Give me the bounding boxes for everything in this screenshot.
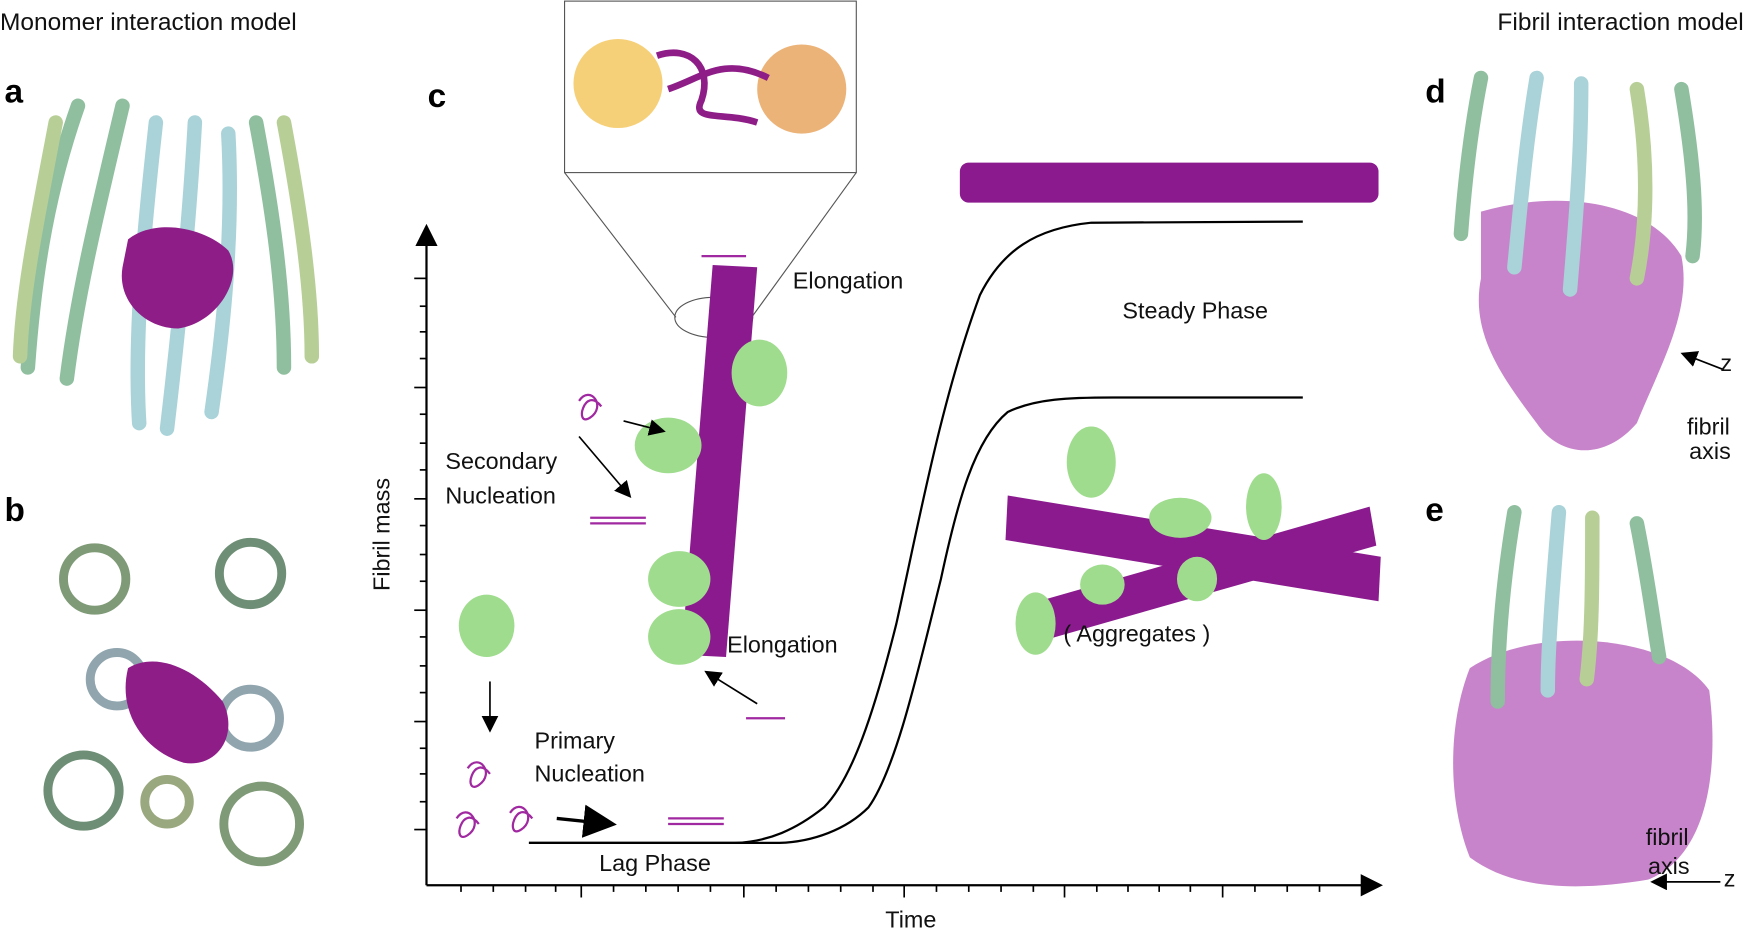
protein-structure (43, 537, 305, 867)
axis-label: axis (1648, 853, 1690, 879)
axis-label: z (1724, 865, 1736, 891)
inset-structure (573, 38, 847, 134)
aggregate (1005, 426, 1381, 655)
annotation: Steady Phase (1122, 297, 1268, 323)
annotation: Secondary (445, 448, 557, 474)
curve (528, 396, 1303, 845)
panel-label: c (428, 78, 447, 115)
protein-structure (1453, 504, 1713, 887)
arrow (481, 419, 758, 838)
monomer (455, 254, 786, 839)
bound-protein (458, 339, 788, 665)
annotation: Primary (534, 727, 615, 753)
axis-label: fibril (1646, 824, 1689, 850)
fibril (959, 162, 1379, 203)
protein-structure (1453, 70, 1702, 451)
axis-label: fibril (1687, 413, 1730, 439)
annotation: Elongation (727, 632, 837, 658)
panel-label: e (1425, 492, 1444, 529)
axis-label: axis (1689, 438, 1731, 464)
annotation: Nucleation (534, 761, 644, 787)
plot-axes (414, 223, 1383, 898)
protein-structure (12, 98, 320, 436)
panel-label: d (1425, 73, 1445, 110)
annotation: Lag Phase (599, 850, 711, 876)
right-title: Fibril interaction model (1497, 9, 1743, 36)
axis-label: z (1720, 350, 1732, 376)
annotation: Nucleation (445, 482, 555, 508)
y-axis-label: Fibril mass (369, 478, 395, 591)
curve (528, 220, 1303, 845)
annotation: ( Aggregates ) (1063, 620, 1210, 646)
left-title: Monomer interaction model (0, 9, 297, 36)
panel-label: b (4, 492, 24, 529)
panel-label: a (4, 73, 23, 110)
annotation: Elongation (793, 267, 903, 293)
x-axis-label: Time (885, 907, 936, 932)
